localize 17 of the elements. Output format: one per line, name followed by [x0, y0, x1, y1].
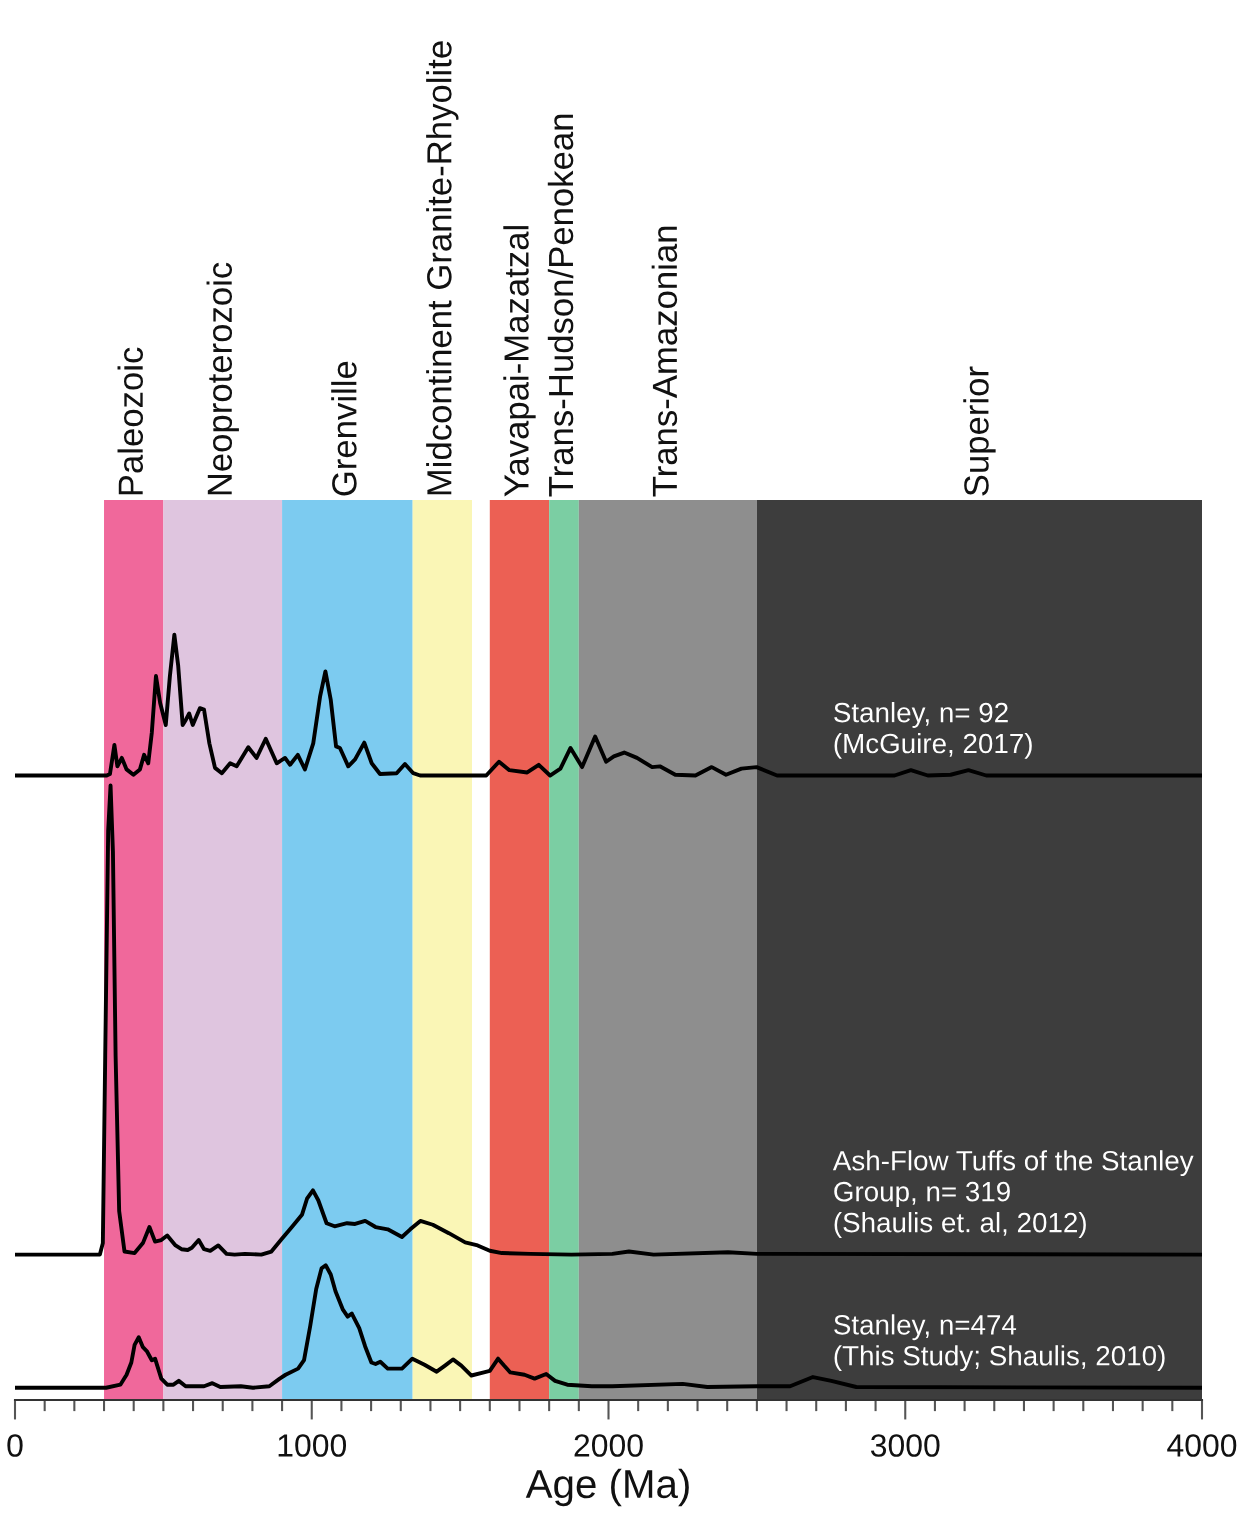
band-label: Neoproterozoic — [206, 262, 239, 495]
x-axis-title: Age (Ma) — [525, 1468, 689, 1507]
x-tick-label: 2000 — [574, 1434, 643, 1457]
x-tick-label: 1000 — [278, 1434, 347, 1457]
band-label: Trans-Hudson/Penokean — [547, 114, 574, 497]
series-label: Ash-Flow Tuffs of the Stanley Group, n= 319 (Shaulis et. al, 2012) — [832, 1150, 1194, 1238]
series-label: Stanley, n=474 (This Study; Shaulis, 2010) — [834, 1314, 1165, 1372]
band-label: Midcontinent Granite-Rhyolite — [426, 41, 459, 495]
band-label: Paleozoic — [117, 347, 144, 495]
x-tick-label: 4000 — [1167, 1434, 1237, 1457]
band-label: Yavapai-Mazatzal — [503, 226, 536, 497]
x-tick-label: 3000 — [870, 1434, 940, 1457]
band-label: Trans-Amazonian — [651, 226, 678, 497]
band-label: Grenville — [331, 361, 357, 496]
series-label: Stanley, n= 92 (McGuire, 2017) — [834, 702, 1032, 759]
band-label: Superior — [963, 366, 996, 496]
x-tick-label: 0 — [7, 1434, 23, 1457]
